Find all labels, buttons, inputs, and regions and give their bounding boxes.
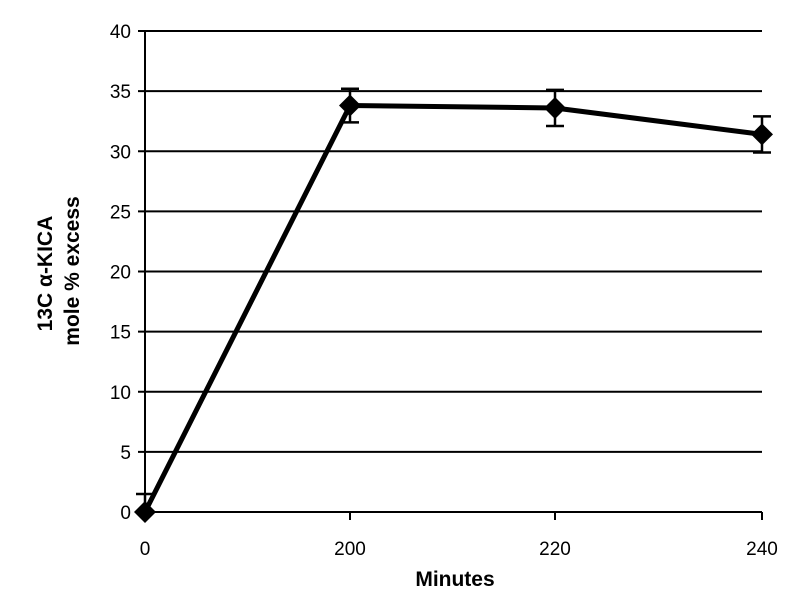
y-tick-label: 30	[110, 142, 131, 163]
x-axis-title: Minutes	[415, 568, 494, 591]
y-tick-label: 15	[110, 323, 131, 344]
y-tick-label: 25	[110, 202, 131, 223]
x-tick-label: 240	[746, 539, 778, 560]
x-tick-labels: 0 200 220 240	[140, 539, 778, 560]
x-tick-label: 0	[140, 539, 151, 560]
y-tick-label: 35	[110, 82, 131, 103]
data-point	[339, 94, 361, 117]
y-tick-label: 20	[110, 263, 131, 284]
y-axis-title: 13C α-KICA mole % excess	[34, 196, 84, 345]
y-tick-label: 40	[110, 22, 131, 43]
y-axis-title-line-2: mole % excess	[61, 196, 84, 345]
y-tick-label: 10	[110, 383, 131, 404]
y-axis-title-line-1: 13C α-KICA	[34, 216, 57, 331]
y-tick-label: 0	[120, 503, 131, 524]
data-point	[134, 501, 156, 523]
y-tick-label: 5	[120, 443, 131, 464]
data-point	[751, 123, 773, 146]
x-tick-label: 220	[539, 539, 571, 560]
x-tick-label: 200	[334, 539, 366, 560]
data-point	[544, 96, 566, 119]
data-markers	[134, 94, 773, 523]
y-tick-labels: 0 5 10 15 20 25 30 35 40	[110, 22, 131, 524]
series-line	[142, 103, 763, 514]
gridlines	[145, 30, 762, 453]
axes	[138, 30, 763, 520]
series-line	[142, 103, 763, 514]
